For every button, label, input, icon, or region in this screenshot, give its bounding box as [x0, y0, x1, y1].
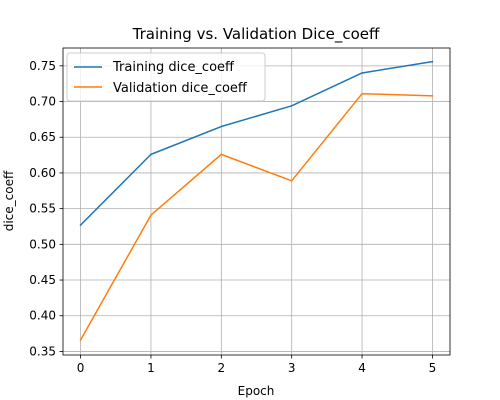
- training-data-point: [290, 105, 293, 107]
- training-dice-coeff-line: [79, 60, 434, 227]
- y-axis-label: dice_coeff: [2, 170, 16, 231]
- validation-data-point: [361, 92, 363, 95]
- training-data-point: [150, 153, 152, 156]
- y-tick-label: 0.50: [29, 237, 56, 251]
- x-tick-label: 1: [147, 361, 155, 375]
- series-lines: [79, 60, 434, 342]
- y-tick-label: 0.65: [29, 130, 56, 144]
- legend-label-training: Training dice_coeff: [112, 60, 235, 75]
- x-axis-label: Epoch: [238, 384, 275, 398]
- x-tick-label: 2: [217, 361, 225, 375]
- plot-frame: [62, 47, 451, 356]
- y-tick-label: 0.55: [29, 202, 56, 216]
- training-data-point: [431, 60, 434, 63]
- chart-title: Training vs. Validation Dice_coeff: [132, 25, 380, 44]
- validation-data-point: [79, 339, 82, 341]
- validation-data-point: [290, 180, 293, 182]
- y-tick-label: 0.60: [29, 166, 56, 180]
- axis-ticks: 0 1 2 3 4 5 0.35 0.40 0.45 0.50 0.55 0.60 0.65 0.70 0.…: [29, 59, 436, 375]
- y-tick-label: 0.40: [29, 309, 56, 323]
- x-tick-label: 4: [358, 361, 366, 375]
- legend-box: [66, 52, 266, 102]
- validation-data-point: [431, 95, 434, 97]
- y-tick-label: 0.35: [29, 344, 56, 358]
- training-data-point: [79, 224, 82, 226]
- y-tick-label: 0.45: [29, 273, 56, 287]
- x-tick-label: 5: [429, 361, 437, 375]
- x-tick-label: 3: [288, 361, 296, 375]
- x-tick-label: 0: [77, 361, 85, 375]
- y-tick-label: 0.70: [29, 95, 56, 109]
- legend-label-validation: Validation dice_coeff: [113, 81, 248, 96]
- training-data-point: [361, 72, 363, 74]
- validation-data-point: [150, 214, 152, 216]
- y-tick-label: 0.75: [29, 59, 56, 73]
- validation-data-point: [220, 153, 223, 156]
- legend: Training dice_coeff Validation dice_coef…: [66, 52, 266, 102]
- validation-dice-coeff-line: [79, 92, 434, 342]
- grid-lines: [63, 48, 450, 355]
- training-data-point: [220, 125, 223, 128]
